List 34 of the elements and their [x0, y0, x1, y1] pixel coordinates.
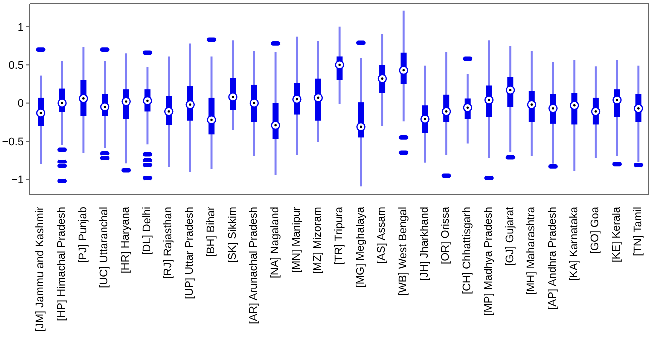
x-tick-label: [JM] Jammu and Kashmir: [34, 206, 47, 332]
x-tick-label: [NA] Nagaland: [269, 207, 282, 279]
y-tick-label: −1: [11, 174, 24, 187]
y-tick-label: 0.5: [8, 60, 24, 72]
x-tick-label: [MG] Meghalaya: [354, 206, 367, 288]
x-tick-label: [OR] Orissa: [440, 206, 452, 264]
y-tick-label: −0.5: [2, 136, 24, 148]
x-tick-label: [JH] Jharkhand: [418, 207, 431, 281]
x-tick-label: [CH] Chhattisgarh: [462, 207, 474, 294]
x-tick-label: [WB] West Bengal: [398, 207, 410, 296]
x-tick-label: [MN] Manipur: [290, 206, 303, 274]
x-tick-label: [AS] Assam: [376, 207, 388, 264]
x-tick-label: [KA] Karnataka: [568, 206, 580, 281]
x-tick-label: [AR] Arunachal Pradesh: [248, 207, 260, 324]
x-tick-label: [TR] Tripura: [334, 206, 346, 266]
x-tick-label: [GO] Goa: [590, 206, 602, 254]
x-tick-label: [GJ] Gujarat: [504, 207, 516, 266]
x-tick-label: [KE] Kerala: [610, 206, 623, 263]
x-tick-label: [DL] Delhi: [141, 207, 154, 256]
x-tick-label: [MZ] Mizoram: [312, 207, 324, 274]
x-tick-label: [HR] Haryana: [120, 206, 132, 274]
x-tick-label: [MH] Maharashtra: [526, 206, 538, 296]
x-tick-label: [HP] Himachal Pradesh: [56, 207, 68, 322]
x-tick-label: [AP] Andhra Pradesh: [546, 207, 559, 310]
x-tick-label: [PJ] Punjab: [77, 207, 90, 264]
x-tick-label: [UP] Uttar Pradesh: [184, 207, 196, 300]
y-tick-label: 1: [18, 22, 24, 34]
y-tick-label: 0: [18, 98, 24, 110]
x-tick-label: [RJ] Rajasthan: [162, 207, 175, 280]
x-tick-label: [SK] Sikkim: [226, 207, 239, 264]
x-tick-label: [UC] Uttaranchal: [98, 207, 111, 288]
x-tick-label: [MP] Madhya Pradesh: [482, 207, 495, 316]
x-tick-label: [BH] Bihar: [205, 206, 218, 258]
x-tick-label: [TN] Tamil: [632, 207, 644, 256]
